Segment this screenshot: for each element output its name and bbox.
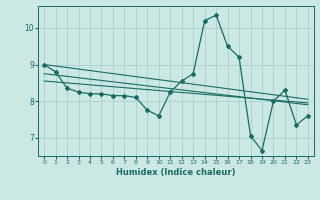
X-axis label: Humidex (Indice chaleur): Humidex (Indice chaleur) xyxy=(116,168,236,177)
